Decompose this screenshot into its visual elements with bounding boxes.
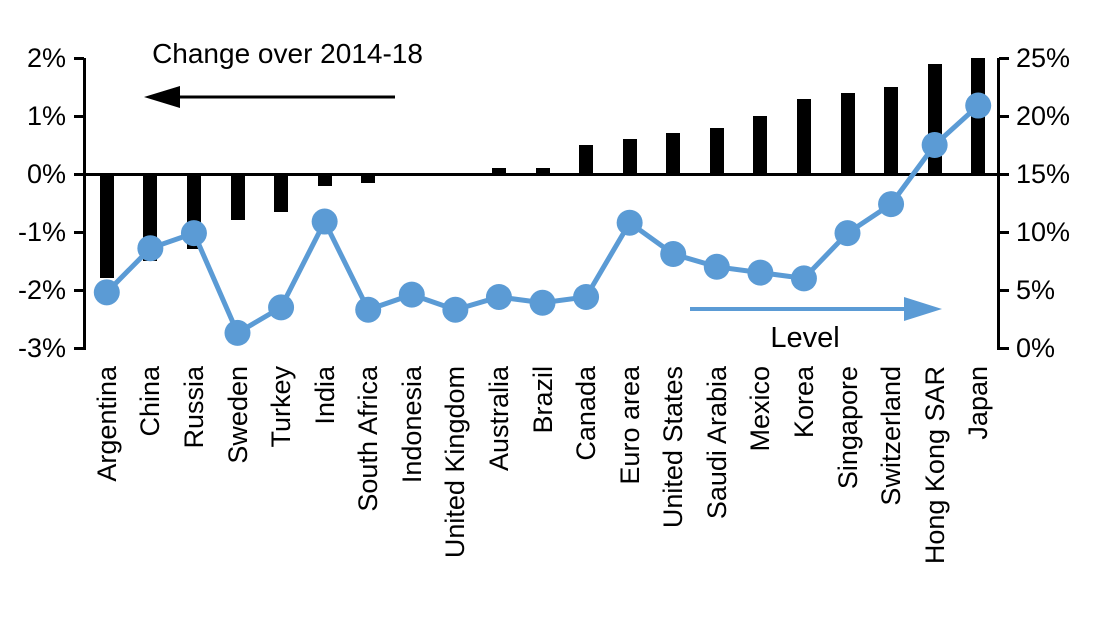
dot-switzerland: [878, 191, 905, 218]
left-tick-label: -1%: [17, 217, 66, 247]
dot-united-kingdom: [442, 296, 469, 323]
zero-gridline: [85, 172, 1000, 176]
left-tick-label: 1%: [26, 101, 66, 131]
right-tick: [999, 56, 1009, 60]
dot-brazil: [529, 289, 556, 316]
dot-mexico: [747, 259, 774, 286]
line-series-label: Level: [770, 322, 840, 354]
dot-australia: [485, 283, 512, 310]
right-tick-label: 0%: [1016, 333, 1056, 363]
bar-switzerland: [884, 87, 899, 174]
right-axis-line: [997, 58, 1000, 350]
dot-sweden: [224, 319, 251, 346]
bar-brazil: [535, 168, 550, 174]
bar-saudi-arabia: [709, 127, 724, 174]
dot-indonesia: [398, 281, 425, 308]
right-tick: [999, 114, 1009, 118]
dot-india: [311, 208, 338, 235]
dot-saudi-arabia: [703, 253, 730, 280]
right-tick: [999, 230, 1009, 234]
change-direction-arrow: [144, 86, 395, 108]
dot-korea: [790, 265, 817, 292]
bar-canada: [579, 145, 594, 174]
left-axis-line: [83, 58, 86, 350]
left-tick: [74, 346, 84, 350]
right-tick-label: 10%: [1016, 217, 1071, 247]
left-tick-label: 0%: [26, 159, 66, 189]
left-tick: [74, 288, 84, 292]
dot-euro-area: [616, 209, 643, 236]
bar-india: [317, 174, 332, 186]
dot-south-africa: [355, 296, 382, 323]
bar-united-states: [666, 133, 681, 174]
bar-sweden: [230, 174, 245, 221]
dot-argentina: [93, 279, 120, 306]
bar-argentina: [99, 174, 114, 279]
bar-singapore: [840, 92, 855, 174]
dot-turkey: [268, 294, 295, 321]
level-line-series: [93, 92, 992, 346]
right-tick-label: 25%: [1016, 43, 1071, 73]
bar-mexico: [753, 116, 768, 174]
right-tick: [999, 346, 1009, 350]
dot-china: [137, 235, 164, 262]
bar-euro-area: [622, 139, 637, 174]
dot-russia: [180, 220, 207, 247]
dot-hong-kong-sar: [921, 132, 948, 158]
bar-australia: [491, 168, 506, 174]
dot-canada: [573, 283, 600, 310]
left-tick-label: -2%: [17, 275, 66, 305]
dot-united-states: [660, 241, 687, 268]
right-tick-label: 15%: [1016, 159, 1071, 189]
bar-south-africa: [361, 174, 376, 183]
left-tick: [74, 230, 84, 234]
dot-singapore: [834, 220, 861, 247]
left-tick-label: -3%: [17, 333, 66, 363]
bar-korea: [796, 98, 811, 174]
level-direction-arrow: [690, 297, 942, 321]
right-tick: [999, 172, 1009, 176]
left-tick-label: 2%: [26, 43, 66, 73]
bar-turkey: [274, 174, 289, 212]
right-tick-label: 5%: [1016, 275, 1056, 305]
left-tick: [74, 114, 84, 118]
dot-japan: [965, 92, 992, 119]
left-tick: [74, 56, 84, 60]
left-tick: [74, 172, 84, 176]
bar-series-label: Change over 2014-18: [152, 38, 423, 69]
right-tick-label: 20%: [1016, 101, 1071, 131]
right-tick: [999, 288, 1009, 292]
